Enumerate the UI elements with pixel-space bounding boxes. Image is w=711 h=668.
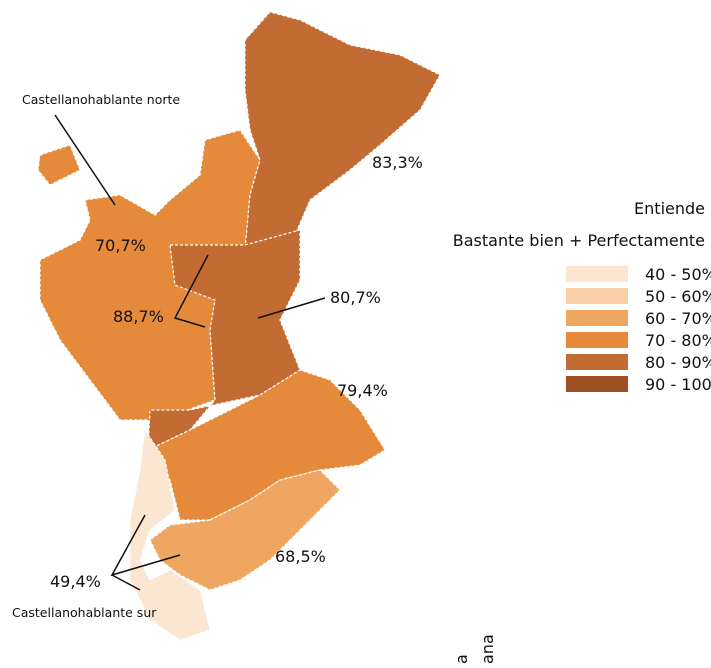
legend-label: 80 - 90%: [645, 353, 711, 372]
region: [147, 369, 386, 521]
legend: 40 - 50% 50 - 60% 60 - 70% 70 - 80% 80 - 90%…: [566, 265, 711, 394]
leader-lines: [54, 114, 326, 591]
legend-label: 90 - 100%: [645, 375, 711, 394]
legend-title: Bastante bien + Perfectamente: [453, 231, 705, 250]
leader-line: [111, 574, 141, 591]
legend-swatch: [566, 310, 628, 326]
legend-label: 50 - 60%: [645, 287, 711, 306]
annotation: 83,3%: [372, 153, 423, 172]
region: [129, 428, 211, 641]
legend-label: 40 - 50%: [645, 265, 711, 284]
annotation: 80,7%: [330, 288, 381, 307]
annotation: Castellanohablante norte: [22, 92, 180, 107]
region: [149, 469, 341, 591]
footer-fragment: ana: [478, 634, 497, 664]
annotation: 49,4%: [50, 572, 101, 591]
leader-line: [257, 297, 326, 319]
region: [147, 229, 301, 451]
legend-swatch: [566, 376, 628, 392]
legend-title: Entiende: [634, 199, 705, 218]
regions: [37, 11, 441, 641]
leader-line: [173, 254, 209, 328]
footer-fragment: a: [452, 654, 471, 664]
annotation: 79,4%: [337, 381, 388, 400]
legend-label: 70 - 80%: [645, 331, 711, 350]
legend-label: 60 - 70%: [645, 309, 711, 328]
legend-swatch: [566, 332, 628, 348]
annotation: 68,5%: [275, 547, 326, 566]
legend-swatch: [566, 266, 628, 282]
region: [37, 144, 81, 186]
legend-swatch: [566, 288, 628, 304]
annotation: 70,7%: [95, 236, 146, 255]
annotation: 88,7%: [113, 307, 164, 326]
region: [244, 11, 441, 261]
legend-swatch: [566, 354, 628, 370]
annotation: Castellanohablante sur: [12, 605, 157, 620]
leader-line: [54, 114, 116, 206]
